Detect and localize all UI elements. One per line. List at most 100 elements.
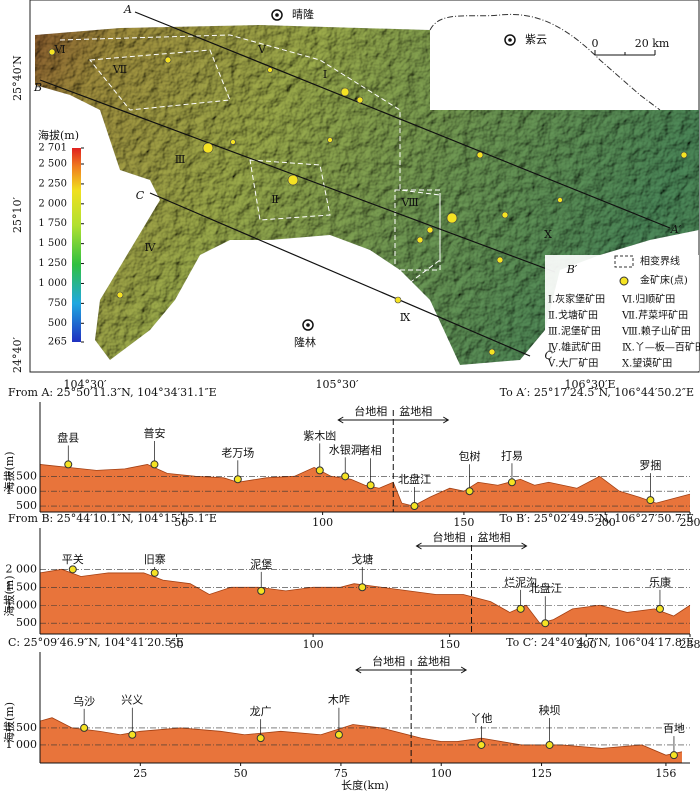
site-label: 泥堡 — [250, 557, 272, 571]
site-label: 戈塘 — [351, 552, 373, 566]
section-end: A′ — [670, 223, 682, 236]
site-marker — [465, 487, 474, 496]
site-marker — [334, 730, 343, 739]
legend-boundary-symbol — [614, 255, 634, 268]
y-axis-title: 海拔(m) — [2, 702, 16, 743]
profile-from: C: 25°09′46.9″N, 104°41′20.5″E — [8, 636, 184, 649]
legend-label: Ⅰ.灰家堡矿田 — [548, 293, 605, 306]
lat-label: 24°40′ — [11, 337, 24, 373]
lon-label: 105°30′ — [316, 378, 359, 391]
colorbar-tick-label: 1 250 — [38, 258, 67, 269]
site-label: 老万场 — [221, 445, 254, 459]
y-axis-title: 海拔(m) — [2, 575, 16, 616]
field-label: Ⅷ — [400, 196, 418, 209]
profile-to: To A′: 25°17′24.5″N, 106°44′50.2″E — [500, 386, 694, 399]
x-tick-label: 200 — [576, 638, 597, 651]
legend-box — [545, 255, 699, 371]
site-label: 水银洞 — [329, 442, 362, 456]
facies-label: 盆地相 — [478, 530, 511, 544]
legend-label: 金矿床(点) — [640, 274, 688, 287]
city-symbol — [275, 13, 279, 17]
scale-label: 20 km — [635, 37, 670, 50]
boundary — [429, 13, 661, 111]
site-marker — [256, 734, 265, 743]
facies-label: 台地相 — [433, 530, 466, 544]
section-end: A — [123, 3, 132, 16]
x-tick-label: 100 — [431, 767, 452, 780]
site-label: 旧寨 — [144, 552, 166, 566]
facies-arrow — [415, 542, 528, 550]
site-marker — [669, 751, 678, 760]
section-end: B — [33, 81, 42, 94]
site-marker — [507, 478, 516, 487]
colorbar — [72, 148, 81, 342]
colorbar-tick-label: 1 000 — [38, 278, 67, 289]
facies-arrow — [337, 416, 450, 424]
y-tick-label: 2 000 — [6, 562, 38, 575]
field-label: Ⅵ — [53, 43, 65, 56]
colorbar-tick-label: 2 250 — [38, 178, 67, 189]
area-fill — [40, 464, 690, 512]
city-label: 隆林 — [294, 335, 316, 349]
facies-label: 台地相 — [354, 404, 387, 418]
site-label: 百地 — [663, 722, 685, 735]
city-symbol — [508, 38, 512, 42]
site-marker — [150, 568, 159, 577]
legend-label: Ⅳ.雄武矿田 — [548, 341, 601, 354]
field-label: Ⅰ — [323, 68, 327, 81]
profile-to: To B′: 25°02′49.5″N, 106°27′50.7″E — [499, 512, 694, 525]
city-symbol — [306, 323, 310, 327]
profile-from: From B: 25°44′10.1″N, 104°15′15.1″E — [8, 512, 217, 525]
site-label: 平关 — [62, 552, 84, 566]
site-marker — [541, 619, 550, 628]
facies-line — [59, 34, 441, 291]
site-label: 打易 — [501, 448, 523, 462]
scale-label: 0 — [592, 37, 599, 50]
legend-label: 相变界线 — [640, 255, 680, 268]
site-marker — [128, 730, 137, 739]
site-label: 包树 — [459, 449, 481, 463]
site-marker — [64, 460, 73, 469]
profile-to: To C′: 24°40′4.7″N, 106°04′17.8″E — [506, 636, 694, 649]
site-label: 秧坝 — [539, 703, 561, 717]
terrain — [35, 25, 699, 365]
facies-label: 盆地相 — [399, 404, 432, 418]
legend-label: Ⅷ.赖子山矿田 — [621, 325, 691, 338]
site-marker — [545, 740, 554, 749]
site-label: 木咋 — [328, 693, 350, 707]
lat-label: 25°40′N — [11, 55, 24, 101]
profile-line — [39, 717, 683, 756]
area-fill — [40, 569, 690, 634]
site-marker — [655, 604, 664, 613]
x-tick-label: 125 — [531, 767, 552, 780]
x-tick-label: 75 — [334, 767, 348, 780]
site-label: 龙广 — [250, 705, 272, 718]
legend-label: Ⅲ.泥堡矿田 — [548, 325, 601, 338]
site-label: 丫他 — [470, 712, 492, 725]
colorbar-tick-label: 2 000 — [38, 198, 67, 209]
site-marker — [477, 740, 486, 749]
site-marker — [150, 460, 159, 469]
colorbar-title: 海拔(m) — [38, 128, 79, 142]
scale-bar — [594, 50, 656, 56]
x-axis-title: 长度(km) — [341, 778, 389, 792]
site-label: 北盘江 — [398, 472, 431, 486]
site-label: 乐康 — [649, 575, 671, 589]
y-tick-label: 1 500 — [6, 580, 38, 593]
site-label: 兴义 — [121, 694, 143, 707]
field-label: Ⅱ — [271, 193, 278, 206]
site-label: 紫木凼 — [303, 429, 336, 442]
site-label: 罗捆 — [639, 458, 661, 472]
site-label: 普安 — [143, 426, 165, 440]
profile-from: From A: 25°50′11.3″N, 104°34′31.1″E — [8, 386, 217, 399]
y-tick-label: 1 000 — [6, 484, 38, 497]
y-axis-title: 海拔(m) — [2, 451, 16, 492]
colorbar-tick-label: 265 — [48, 337, 67, 348]
field-label: Ⅹ — [544, 228, 552, 241]
x-tick-label: 150 — [439, 638, 460, 651]
x-tick-label: 156 — [655, 767, 676, 780]
x-tick-label: 50 — [174, 516, 188, 529]
x-tick-label: 25 — [133, 767, 147, 780]
facies-label: 台地相 — [372, 654, 405, 668]
